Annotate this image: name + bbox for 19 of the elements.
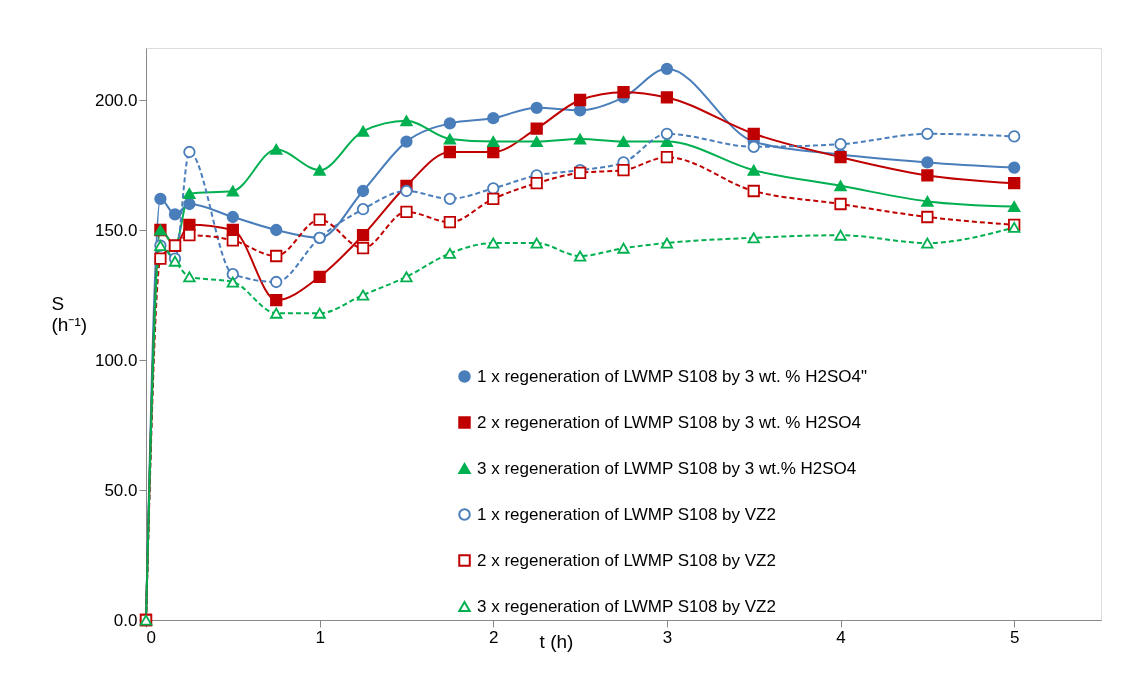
x-tick-label: 5 bbox=[1009, 627, 1020, 647]
legend-label: 1 x regeneration of LWMP S108 by VZ2 bbox=[477, 504, 776, 524]
legend-label: 3 x regeneration of LWMP S108 by 3 wt.% H2SO4 bbox=[477, 458, 857, 478]
y-tick-label: 150.0 bbox=[94, 220, 138, 240]
y-axis-title: S (h⁻¹) bbox=[51, 292, 88, 335]
legend-label: 3 x regeneration of LWMP S108 by VZ2 bbox=[477, 596, 776, 616]
legend-label: 1 x regeneration of LWMP S108 by 3 wt. % H2SO4" bbox=[477, 366, 867, 386]
x-tick-label: 0 bbox=[146, 627, 156, 647]
x-tick-label: 4 bbox=[836, 627, 846, 647]
y-tick-label: 0.0 bbox=[113, 610, 138, 630]
y-tick-label: 100.0 bbox=[94, 350, 138, 370]
legend-label: 2 x regeneration of LWMP S108 by VZ2 bbox=[477, 550, 776, 570]
x-tick-label: 1 bbox=[315, 627, 325, 647]
x-tick-label: 2 bbox=[489, 627, 499, 647]
y-tick-label: 50.0 bbox=[104, 480, 138, 500]
x-tick-label: 3 bbox=[662, 627, 673, 647]
y-tick-label: 200.0 bbox=[94, 90, 138, 110]
legend-label: 2 x regeneration of LWMP S108 by 3 wt. % H2SO4 bbox=[477, 412, 861, 432]
x-axis-title: t (h) bbox=[539, 630, 574, 652]
